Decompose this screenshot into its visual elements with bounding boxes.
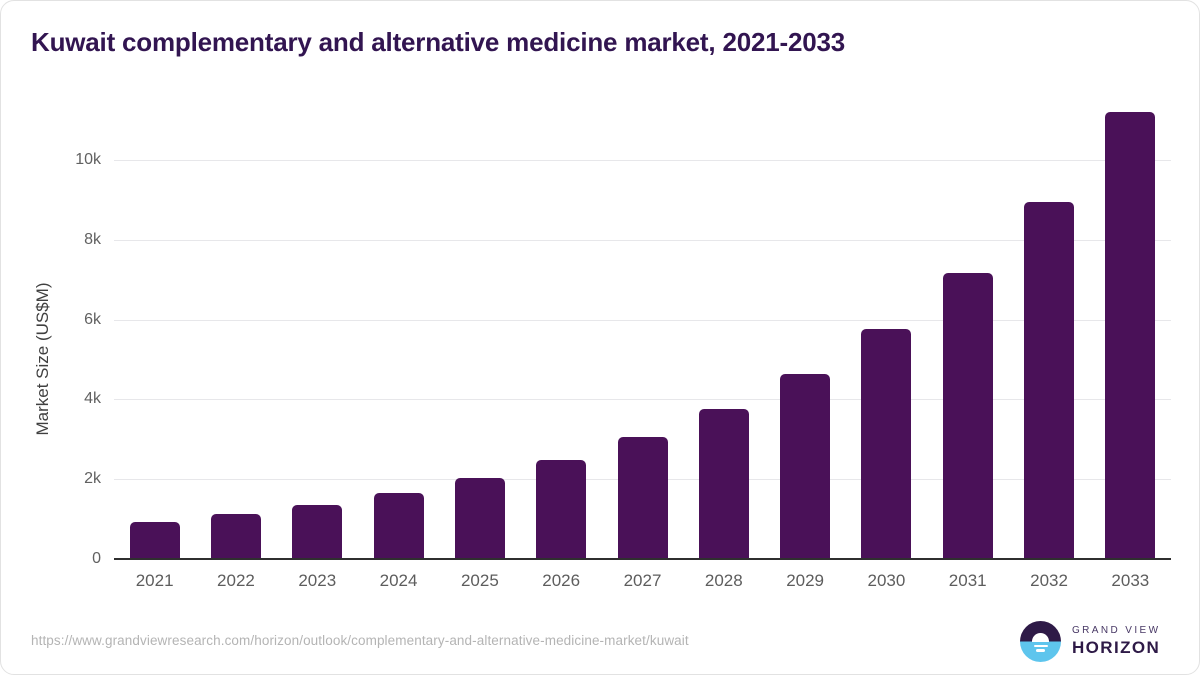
sun-arch-shape	[1032, 632, 1049, 642]
x-tick-label-2031: 2031	[948, 571, 987, 590]
x-tick-label-2024: 2024	[379, 571, 418, 590]
x-tick-label-2030: 2030	[867, 571, 906, 590]
bar-2025	[454, 478, 505, 559]
y-tick-label-0: 0	[92, 550, 101, 567]
bar-2029	[780, 373, 831, 559]
reflection-line	[1033, 644, 1048, 648]
y-tick-label-10k: 10k	[75, 151, 101, 168]
bar-2031	[942, 272, 993, 559]
gridline-6k	[114, 319, 1171, 321]
x-tick-label-2032: 2032	[1030, 571, 1068, 590]
bar-2023	[292, 504, 343, 559]
x-axis-line	[114, 558, 1171, 560]
y-tick-label-6k: 6k	[84, 310, 101, 328]
bar-2030	[861, 328, 912, 559]
source-url: https://www.grandviewresearch.com/horizo…	[31, 633, 689, 648]
brand-name-bottom: HORIZON	[1072, 638, 1161, 657]
bar-2021	[129, 522, 180, 559]
grand-view-horizon-logo: GRAND VIEW HORIZON	[1020, 621, 1160, 662]
x-tick-label-2021: 2021	[135, 571, 174, 590]
reflection-line	[1036, 649, 1045, 652]
gridline-10k	[114, 160, 1171, 161]
x-tick-label-2026: 2026	[542, 571, 581, 590]
x-tick-label-2028: 2028	[704, 571, 743, 590]
bar-2032	[1024, 201, 1075, 559]
bar-2024	[373, 492, 424, 559]
y-tick-label-2k: 2k	[84, 470, 101, 488]
logo-wordmark: GRAND VIEW HORIZON	[1072, 625, 1160, 658]
bar-2026	[536, 460, 587, 559]
x-tick-label-2029: 2029	[786, 571, 825, 590]
bar-2027	[617, 436, 668, 559]
bar-2022	[210, 513, 261, 559]
gridline-8k	[114, 239, 1171, 241]
y-tick-label-8k: 8k	[84, 230, 101, 248]
x-tick-label-2025: 2025	[460, 571, 499, 590]
bar-2033	[1105, 112, 1156, 559]
x-tick-label-2023: 2023	[298, 571, 337, 590]
y-tick-label-4k: 4k	[84, 390, 101, 408]
horizon-sun-icon	[1020, 621, 1061, 662]
gridline-4k	[114, 399, 1171, 401]
x-tick-label-2033: 2033	[1111, 571, 1150, 590]
brand-name-top: GRAND VIEW	[1072, 625, 1161, 636]
chart-title: Kuwait complementary and alternative med…	[31, 27, 845, 57]
x-tick-label-2022: 2022	[217, 571, 255, 590]
x-tick-label-2027: 2027	[623, 571, 662, 590]
bar-2028	[698, 408, 749, 559]
